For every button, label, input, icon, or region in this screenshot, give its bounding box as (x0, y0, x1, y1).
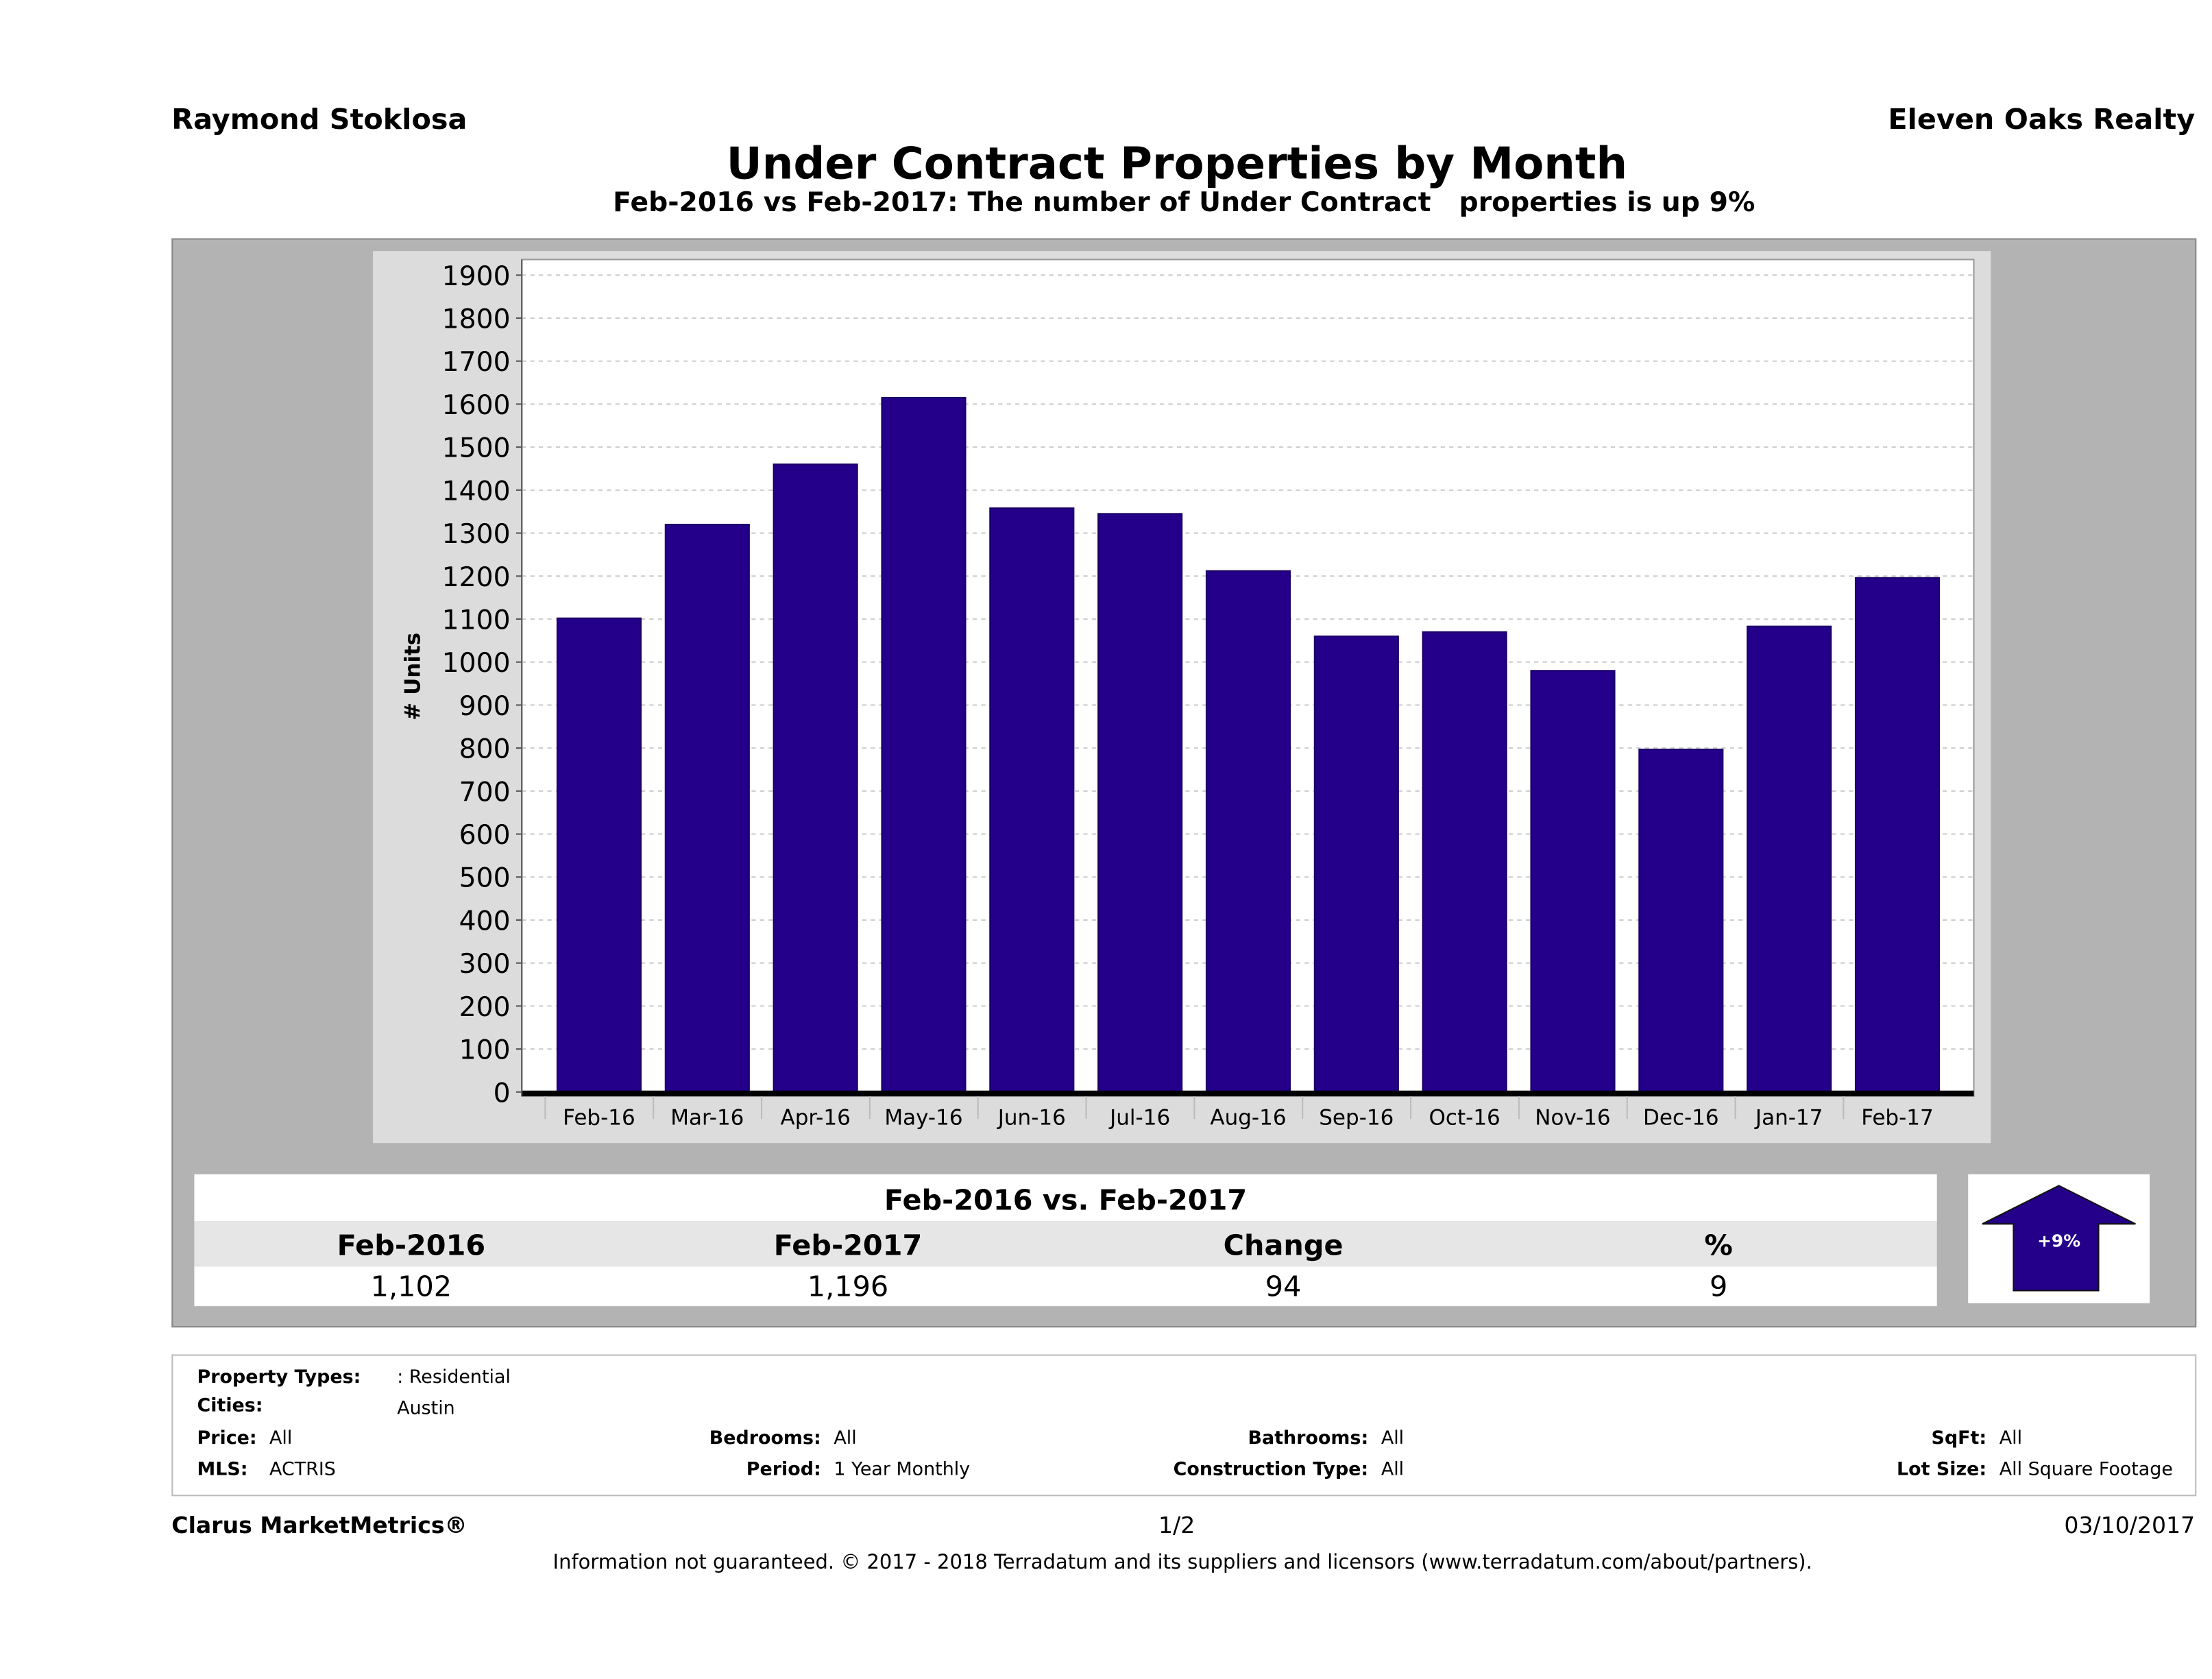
x-tick-label: Feb-17 (1861, 1105, 1934, 1130)
x-tick-label: Apr-16 (780, 1105, 850, 1130)
y-tick-label: 300 (459, 949, 511, 980)
y-tick-label: 800 (459, 734, 511, 765)
bar-nov-16 (1530, 670, 1616, 1093)
y-tick-label: 1800 (442, 304, 511, 335)
x-tick-label: Dec-16 (1643, 1105, 1719, 1130)
page-number: 1/2 (1158, 1512, 1195, 1539)
filter-criteria: Property Types: : Residential Cities: Au… (171, 1354, 2197, 1497)
bathrooms-value: All (1381, 1428, 1405, 1450)
bar-chart: 0 100 200 300 400 500 600 700 800 900 1000 1100 1200… (400, 258, 1975, 1130)
y-tick-label: 1200 (442, 562, 511, 593)
bar-feb-16 (556, 617, 642, 1093)
y-tick-label: 600 (459, 820, 511, 851)
report-subtitle: Feb-2016 vs Feb-2017: The number of Unde… (613, 187, 1755, 219)
period-label: Period: (746, 1459, 821, 1481)
summary-value: 1,102 (370, 1269, 452, 1304)
property-types-label: Property Types: (197, 1367, 361, 1389)
bar-jul-16 (1097, 513, 1183, 1093)
summary-title: Feb-2016 vs. Feb-2017 (194, 1174, 1937, 1222)
chart-container: 0 100 200 300 400 500 600 700 800 900 1000 1100 1200… (373, 251, 1991, 1144)
summary-table: Feb-2016 vs. Feb-2017 Feb-2016 Feb-2017 … (194, 1174, 1937, 1307)
y-tick-label: 1900 (442, 261, 511, 292)
bedrooms-label: Bedrooms: (709, 1428, 821, 1450)
period-value: 1 Year Monthly (834, 1459, 971, 1481)
y-tick-label: 1600 (442, 390, 511, 421)
x-tick-label: Mar-16 (670, 1105, 744, 1130)
y-tick-label: 1500 (442, 433, 511, 464)
summary-header: Feb-2017 (773, 1228, 923, 1263)
bar-apr-16 (773, 463, 858, 1093)
agent-name: Raymond Stoklosa (171, 101, 467, 136)
summary-header: Change (1223, 1228, 1344, 1263)
sqft-value: All (1999, 1428, 2023, 1450)
y-tick-label: 1400 (442, 476, 511, 507)
mls-label: MLS: (197, 1459, 248, 1481)
x-tick-label: Aug-16 (1210, 1105, 1286, 1130)
x-tick-label: Sep-16 (1319, 1105, 1394, 1130)
bathrooms-label: Bathrooms: (1248, 1428, 1369, 1450)
sqft-label: SqFt: (1931, 1428, 1987, 1450)
y-tick-label: 400 (459, 906, 511, 937)
y-tick-label: 1000 (442, 648, 511, 679)
bar-jan-17 (1747, 625, 1832, 1093)
x-tick-label: Oct-16 (1429, 1105, 1500, 1130)
change-badge-label: +9% (2037, 1231, 2080, 1251)
y-tick-label: 1700 (442, 347, 511, 378)
bar-jun-16 (989, 507, 1075, 1093)
report-date: 03/10/2017 (2064, 1512, 2196, 1539)
y-tick-label: 1300 (442, 519, 511, 550)
bar-mar-16 (664, 523, 750, 1093)
y-axis-label: # Units (400, 633, 425, 721)
y-tick-label: 200 (459, 992, 511, 1023)
cities-label: Cities: (197, 1395, 263, 1417)
y-tick-label: 100 (459, 1035, 511, 1066)
y-tick-label: 1100 (442, 605, 511, 636)
price-value: All (269, 1428, 293, 1450)
x-tick-label: May-16 (884, 1105, 962, 1130)
x-tick-label: Nov-16 (1535, 1105, 1610, 1130)
bar-aug-16 (1205, 570, 1291, 1093)
mls-value: ACTRIS (269, 1459, 336, 1481)
disclaimer: Information not guaranteed. © 2017 - 201… (552, 1551, 1812, 1575)
y-tick-label: 900 (459, 691, 511, 722)
summary-header-row: Feb-2016 Feb-2017 Change % (194, 1221, 1937, 1267)
summary-value: 1,196 (807, 1269, 889, 1304)
price-label: Price: (197, 1428, 257, 1450)
footer-brand: Clarus MarketMetrics® (171, 1512, 467, 1539)
y-tick-label: 700 (459, 777, 511, 808)
up-arrow-icon: +9% (1982, 1185, 2136, 1292)
x-tick-label: Jun-16 (997, 1105, 1066, 1130)
summary-value: 9 (1709, 1269, 1728, 1304)
construction-type-label: Construction Type: (1173, 1459, 1369, 1481)
x-tick-label: Feb-16 (563, 1105, 635, 1130)
chart-panel: 0 100 200 300 400 500 600 700 800 900 1000 1100 1200… (171, 238, 2197, 1328)
y-tick-label: 500 (459, 863, 511, 894)
cities-value: Austin (397, 1398, 455, 1420)
report-title: Under Contract Properties by Month (726, 138, 1628, 191)
y-tick-label: 0 (494, 1078, 511, 1109)
company-name: Eleven Oaks Realty (1888, 101, 2196, 136)
x-tick-label: Jul-16 (1108, 1105, 1170, 1130)
construction-type-value: All (1381, 1459, 1405, 1481)
bar-feb-17 (1854, 577, 1941, 1093)
property-types-value: : Residential (397, 1367, 511, 1389)
summary-value: 94 (1265, 1269, 1302, 1304)
change-badge: +9% (1968, 1174, 2150, 1304)
x-tick-label: Jan-17 (1754, 1105, 1823, 1130)
lot-size-label: Lot Size: (1897, 1459, 1987, 1481)
summary-header: % (1704, 1228, 1733, 1263)
summary-value-row: 1,102 1,196 94 9 (194, 1266, 1937, 1307)
bar-sep-16 (1313, 636, 1399, 1093)
lot-size-value: All Square Footage (1999, 1459, 2173, 1481)
bar-oct-16 (1422, 631, 1507, 1093)
bedrooms-value: All (834, 1428, 857, 1450)
summary-header: Feb-2016 (337, 1228, 486, 1263)
bar-dec-16 (1638, 748, 1724, 1093)
bar-may-16 (881, 397, 967, 1093)
